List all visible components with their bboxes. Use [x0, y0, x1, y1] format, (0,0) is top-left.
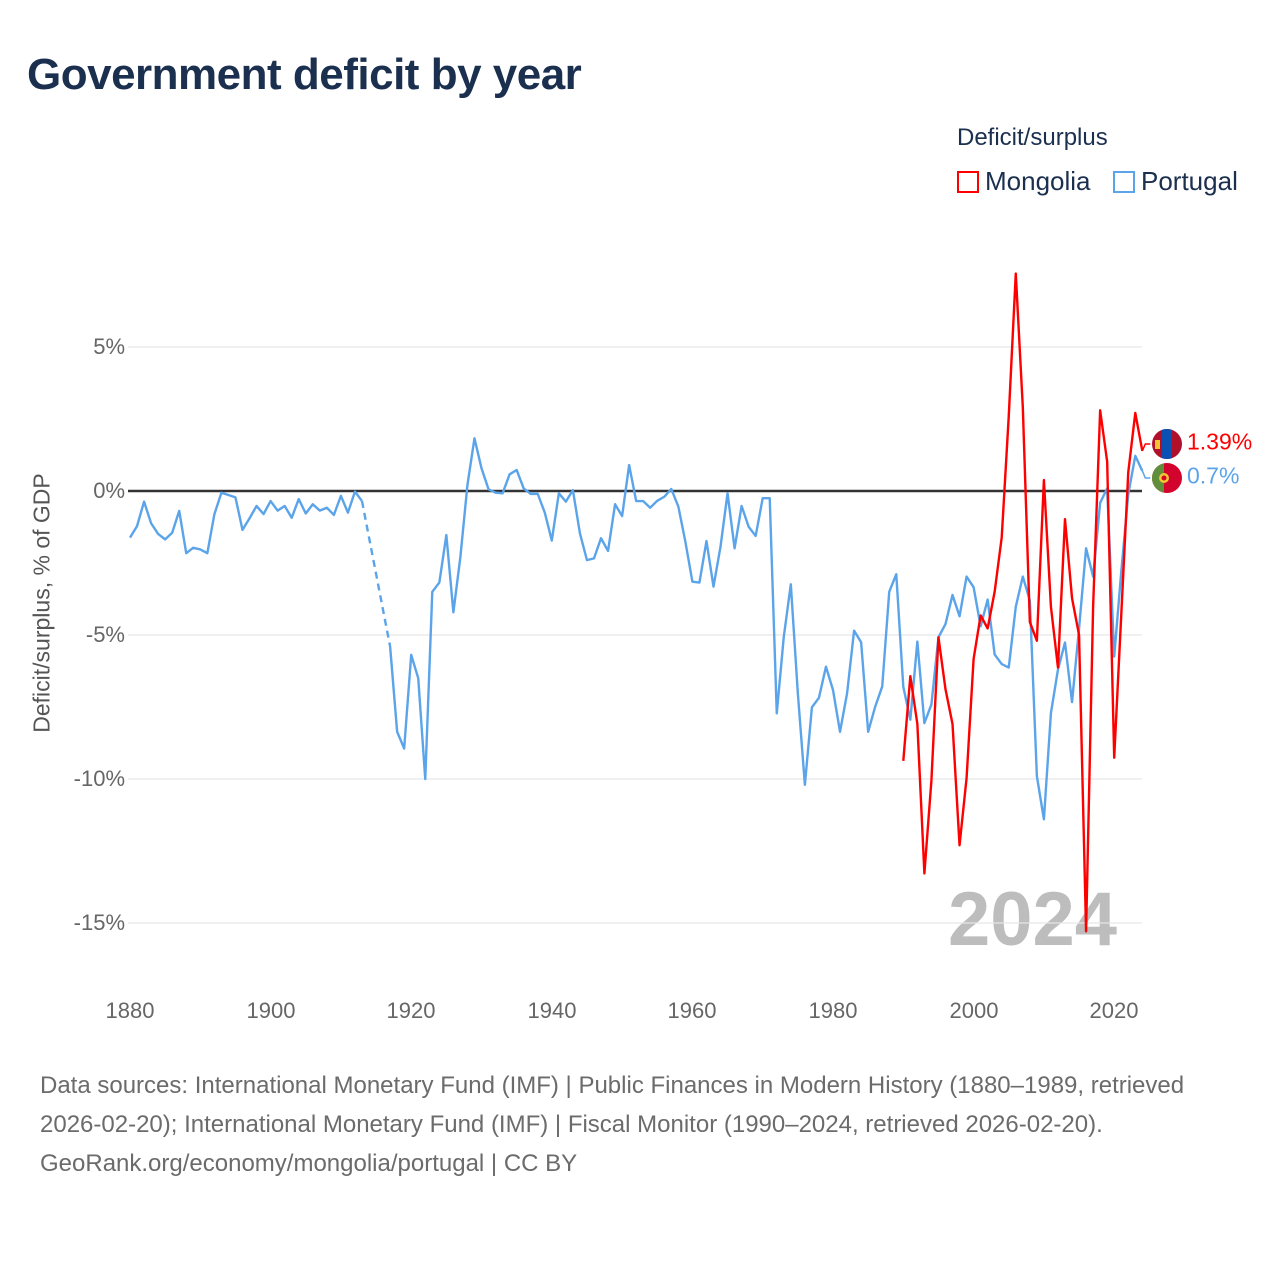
x-tick-label: 2000 — [949, 998, 999, 1023]
mongolia-flag-icon — [1152, 429, 1182, 459]
end-label-connector — [1141, 443, 1151, 452]
end-label-connector — [1141, 470, 1151, 479]
legend-label-mongolia: Mongolia — [985, 166, 1091, 196]
series-gap-portugal — [360, 500, 392, 647]
x-tick-label: 1960 — [667, 998, 717, 1023]
y-tick-label: -5% — [85, 622, 125, 647]
portugal-flag-icon — [1152, 463, 1182, 493]
legend-title: Deficit/surplus — [957, 124, 1108, 151]
year-watermark: 2024 — [948, 877, 1118, 962]
y-tick-label: 0% — [93, 478, 125, 503]
x-tick-label: 2020 — [1089, 998, 1139, 1023]
legend-swatch-mongolia — [957, 170, 979, 193]
end-label-portugal: 0.7% — [1187, 462, 1240, 489]
series-line-portugal — [128, 490, 363, 555]
legend-swatch-portugal — [1113, 170, 1135, 193]
y-tick-label: -10% — [73, 766, 125, 791]
y-tick-label: 5% — [93, 334, 125, 359]
end-label-mongolia: 1.39% — [1187, 428, 1253, 455]
credit-link[interactable]: GeoRank.org/economy/mongolia/portugal | … — [40, 1150, 578, 1177]
x-tick-label: 1920 — [386, 998, 436, 1023]
series-line-mongolia — [902, 272, 1144, 933]
y-tick-label: -15% — [73, 910, 125, 935]
x-tick-label: 1980 — [808, 998, 858, 1023]
legend-label-portugal: Portugal — [1141, 166, 1238, 196]
footer: Data sources: International Monetary Fun… — [40, 1066, 1240, 1183]
x-tick-label: 1880 — [105, 998, 155, 1023]
legend-item-mongolia[interactable]: Mongolia — [957, 166, 1091, 197]
chart-title: Government deficit by year — [27, 50, 582, 99]
x-tick-label: 1900 — [246, 998, 296, 1023]
series-line-portugal — [388, 437, 1144, 821]
legend-item-portugal[interactable]: Portugal — [1113, 166, 1238, 197]
data-sources: Data sources: International Monetary Fun… — [40, 1072, 1185, 1138]
x-tick-label: 1940 — [527, 998, 577, 1023]
